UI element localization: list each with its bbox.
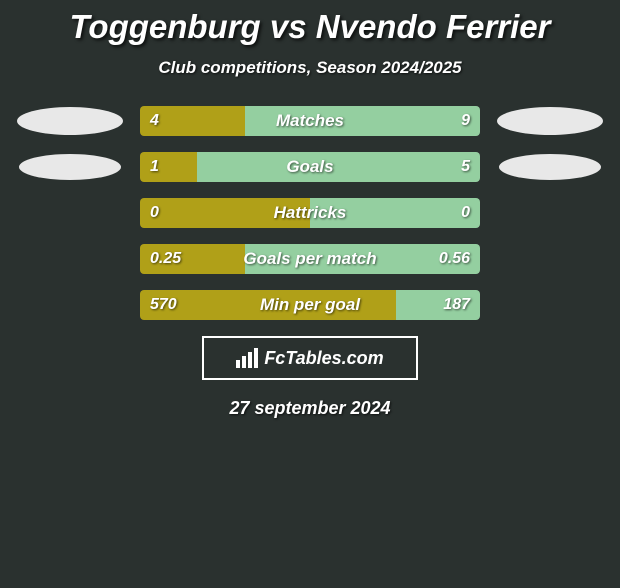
player-left-avatar [17, 107, 123, 135]
bar-right-fill [245, 244, 480, 274]
stat-row: 0 0 Hattricks [0, 198, 620, 228]
bar-right-fill [245, 106, 480, 136]
brand-box: FcTables.com [202, 336, 418, 380]
chart-icon [236, 348, 258, 368]
player-right-avatar [499, 154, 601, 180]
bar-right-fill [396, 290, 480, 320]
stat-bar: 1 5 Goals [140, 152, 480, 182]
comparison-chart: 4 9 Matches 1 5 Goals 0 0 Hattrick [0, 106, 620, 320]
bar-left-fill [140, 198, 310, 228]
stat-row: 4 9 Matches [0, 106, 620, 136]
player-right-avatar [497, 107, 603, 135]
avatar-left-cell [0, 152, 140, 182]
avatar-right-cell [480, 290, 620, 320]
bar-left-fill [140, 244, 245, 274]
stat-bar: 0 0 Hattricks [140, 198, 480, 228]
stat-row: 1 5 Goals [0, 152, 620, 182]
stat-bar: 4 9 Matches [140, 106, 480, 136]
player-left-avatar [19, 154, 121, 180]
bar-right-fill [197, 152, 480, 182]
stat-row: 570 187 Min per goal [0, 290, 620, 320]
bar-left-fill [140, 106, 245, 136]
bar-left-fill [140, 152, 197, 182]
avatar-right-cell [480, 198, 620, 228]
avatar-right-cell [480, 152, 620, 182]
avatar-right-cell [480, 106, 620, 136]
page-subtitle: Club competitions, Season 2024/2025 [0, 58, 620, 78]
brand-text: FcTables.com [264, 348, 383, 369]
avatar-left-cell [0, 198, 140, 228]
bar-left-fill [140, 290, 396, 320]
stat-row: 0.25 0.56 Goals per match [0, 244, 620, 274]
avatar-left-cell [0, 106, 140, 136]
avatar-left-cell [0, 244, 140, 274]
date-text: 27 september 2024 [0, 398, 620, 419]
avatar-left-cell [0, 290, 140, 320]
stat-bar: 570 187 Min per goal [140, 290, 480, 320]
page-title: Toggenburg vs Nvendo Ferrier [0, 8, 620, 46]
stat-bar: 0.25 0.56 Goals per match [140, 244, 480, 274]
bar-right-fill [310, 198, 480, 228]
avatar-right-cell [480, 244, 620, 274]
